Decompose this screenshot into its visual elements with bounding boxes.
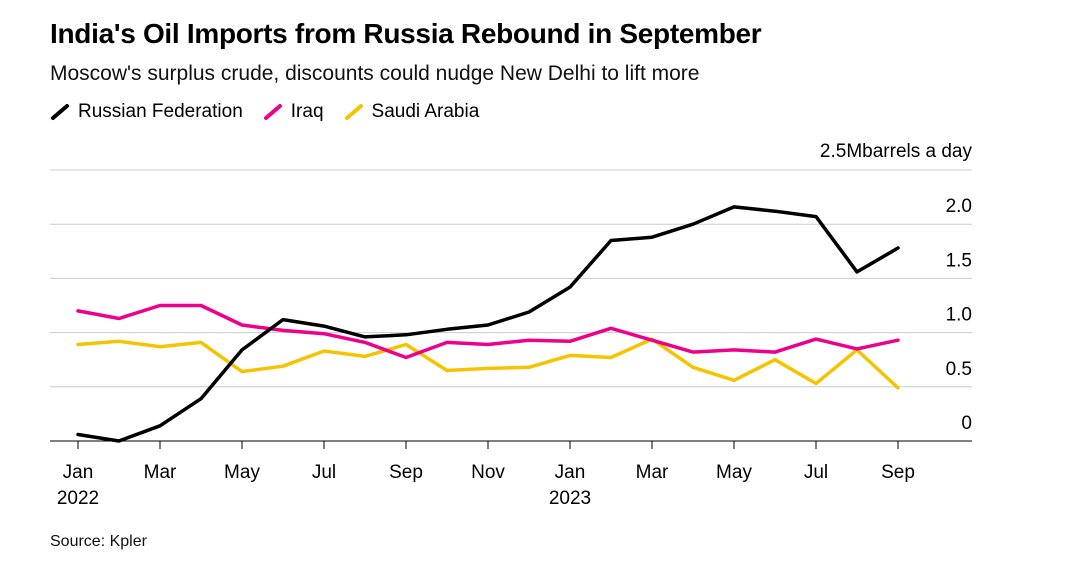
x-tick-label: Jan — [63, 462, 94, 483]
y-tick-label: 2.0 — [946, 196, 972, 217]
y-tick-label: 1.5 — [946, 250, 972, 271]
series-line-russian-federation — [76, 205, 900, 443]
legend-swatch-russia — [51, 104, 69, 120]
source-note: Source: Kpler — [50, 533, 147, 550]
x-tick-label: May — [224, 462, 260, 483]
chart-title: India's Oil Imports from Russia Rebound … — [50, 18, 762, 49]
y-tick-label: 0 — [961, 413, 972, 434]
x-tick-year-label: 2023 — [549, 488, 591, 509]
series-line-iraq — [76, 303, 900, 360]
x-tick-label: Mar — [144, 462, 177, 483]
y-tick-label: 0.5 — [946, 359, 972, 380]
legend-label-saudi-arabia: Saudi Arabia — [371, 101, 480, 122]
legend-item-iraq: Iraq — [263, 101, 324, 123]
legend-swatch-iraq — [263, 104, 282, 120]
chart-subtitle: Moscow's surplus crude, discounts could … — [50, 62, 700, 85]
legend: Russian Federation Iraq Saudi Arabia — [50, 101, 479, 123]
x-tick-label: Sep — [881, 462, 915, 483]
legend-label-russia: Russian Federation — [78, 101, 243, 122]
series-line-saudi-arabia — [76, 337, 900, 390]
legend-item-saudi-arabia: Saudi Arabia — [344, 101, 480, 123]
x-tick-label: Jul — [312, 462, 336, 483]
x-tick-label: Mar — [636, 462, 669, 483]
legend-label-iraq: Iraq — [290, 101, 324, 122]
y-tick-label: 1.0 — [946, 305, 972, 326]
x-tick-label: Nov — [471, 462, 505, 483]
x-tick-label: Jul — [804, 462, 828, 483]
x-tick-year-label: 2022 — [57, 488, 99, 509]
legend-item-russia: Russian Federation — [50, 101, 243, 123]
x-tick-label: Jan — [555, 462, 586, 483]
x-tick-label: Sep — [389, 462, 423, 483]
y-axis-unit-label: 2.5Mbarrels a day — [820, 141, 973, 162]
legend-swatch-saudi-arabia — [344, 104, 363, 120]
x-tick-label: May — [716, 462, 752, 483]
